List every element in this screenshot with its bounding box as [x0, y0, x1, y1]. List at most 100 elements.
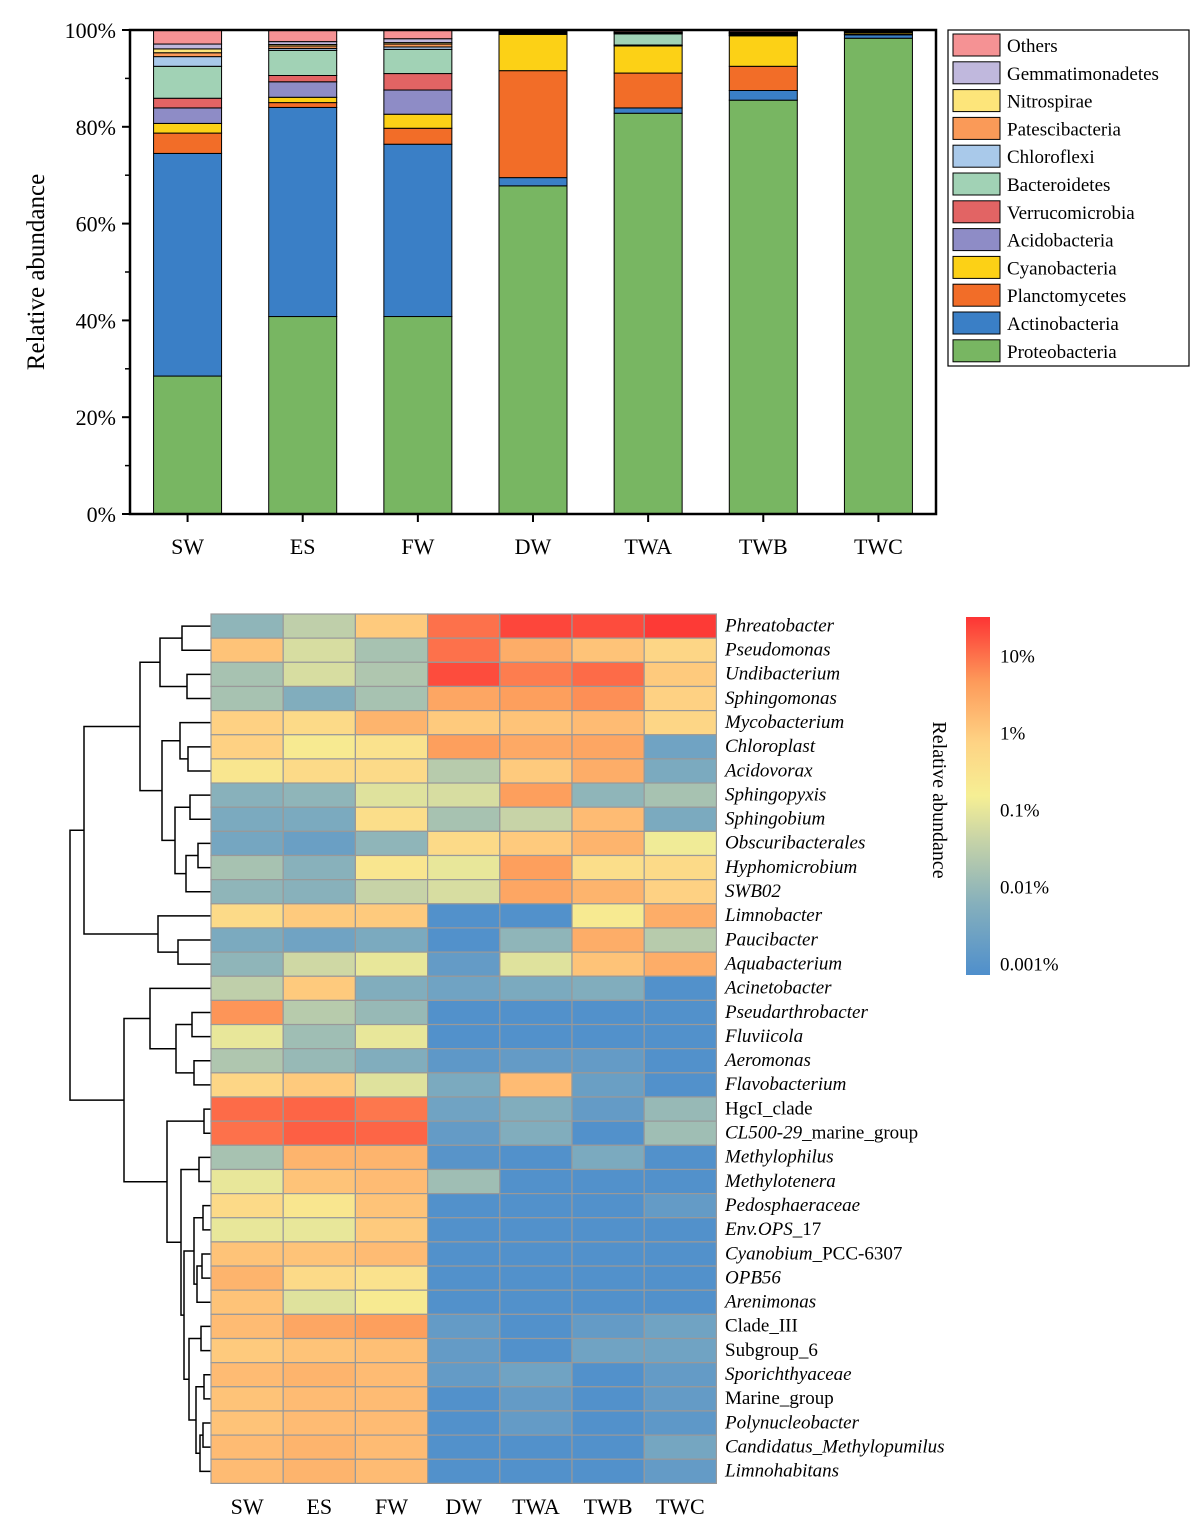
- heatmap-cell-sporichthyaceae-dw: [427, 1362, 501, 1388]
- row-label-phreatobacter: Phreatobacter: [724, 615, 835, 636]
- heatmap-cell-acidovorax-twb: [571, 758, 645, 784]
- bar-segment-twa-planctomycetes: [613, 72, 683, 109]
- heatmap-cell-paucibacter-twb: [571, 927, 645, 953]
- heatmap-cell-acinetobacter-sw: [210, 975, 284, 1001]
- heatmap-cell-sporichthyaceae-twc: [643, 1362, 718, 1388]
- bar-segment-dw-actinobacteria: [498, 177, 568, 187]
- heatmap-cell-chloroplast-fw: [354, 734, 429, 760]
- heatmap-cell-pseudarthrobacter-twb: [571, 999, 645, 1026]
- dendrogram-branch-n16: [200, 1325, 211, 1352]
- heatmap-cell-methylophilus-twa: [499, 1144, 573, 1171]
- heatmap-cell-sphingobium-twb: [571, 806, 645, 832]
- legend-label-cyanobacteria: Cyanobacteria: [1007, 258, 1117, 279]
- heatmap-cell-methylophilus-sw: [210, 1144, 284, 1171]
- heatmap-cell-swb02-twc: [643, 879, 718, 905]
- dendrogram-branch-n1: [186, 673, 211, 700]
- heatmap-cell-marine-group-twb: [571, 1386, 645, 1412]
- heatmap-cell-phreatobacter-fw: [354, 613, 429, 639]
- heatmap-cell-sphingomonas-twa: [499, 685, 573, 712]
- dendrogram-branch-n25: [188, 1337, 201, 1421]
- heatmap-cell-mycobacterium-twa: [499, 709, 573, 736]
- row-label-pseudomonas: Pseudomonas: [724, 640, 831, 661]
- heatmap-cell-marine-group-sw: [210, 1386, 284, 1412]
- heatmap-cell-phreatobacter-twb: [571, 613, 645, 639]
- bar-segment-twb-cyanobacteria: [728, 35, 798, 67]
- heatmap-cell-undibacterium-sw: [210, 661, 284, 688]
- row-label-limnohabitans: Limnohabitans: [724, 1461, 839, 1482]
- colorbar-gradient: [966, 617, 990, 975]
- heatmap-cell-polynucleobacter-fw: [354, 1410, 429, 1436]
- heatmap-cell-candidatus-methylopumilus-twa: [499, 1434, 573, 1460]
- row-label-cl500-29-marine-group: CL500-29_marine_group: [725, 1123, 918, 1144]
- row-label-swb02: SWB02: [725, 881, 781, 902]
- legend-swatch-nitrospirae: [952, 89, 1001, 113]
- heatmap-cell-pedosphaeraceae-sw: [210, 1192, 284, 1219]
- heatmap-cell-swb02-fw: [354, 879, 429, 905]
- bar-segment-dw-cyanobacteria: [498, 33, 568, 72]
- dendrogram-branch-n21: [203, 1373, 211, 1400]
- row-label-hgci-clade: HgcI_clade: [725, 1098, 813, 1119]
- legend-swatch-gemmatimonadetes: [952, 61, 1001, 85]
- bar-segment-es-others: [268, 29, 338, 43]
- heatmap-cell-cyanobium-pcc-6307-es: [282, 1241, 357, 1267]
- heatmap-cell-pseudomonas-twc: [643, 637, 718, 663]
- x-tick-label-dw: DW: [515, 534, 552, 559]
- heatmap-cell-acidovorax-dw: [427, 758, 501, 784]
- legend-label-actinobacteria: Actinobacteria: [1007, 314, 1119, 335]
- heatmap-cell-polynucleobacter-es: [282, 1410, 357, 1436]
- heatmap-cell-cyanobium-pcc-6307-twa: [499, 1241, 573, 1267]
- heatmap-cell-sphingomonas-twb: [571, 685, 645, 712]
- heatmap-cell-sphingopyxis-dw: [427, 782, 501, 808]
- heatmap-cell-cl500-29-marine-group-fw: [354, 1120, 429, 1146]
- colorbar-tick-0-001: 0.001%: [1000, 954, 1059, 975]
- heatmap-cell-obscuribacterales-fw: [354, 830, 429, 857]
- bar-segment-sw-acidobacteria: [153, 107, 223, 124]
- heatmap-cell-fluviicola-twa: [499, 1023, 573, 1050]
- heatmap-cell-acinetobacter-dw: [427, 975, 501, 1001]
- heatmap-cell-acidovorax-twc: [643, 758, 718, 784]
- x-tick-label-es: ES: [290, 534, 316, 559]
- heatmap-cell-limnobacter-twb: [571, 903, 645, 929]
- heatmap-cell-phreatobacter-twa: [499, 613, 573, 639]
- legend-label-verrucomicrobia: Verrucomicrobia: [1007, 203, 1135, 224]
- heatmap-cell-limnohabitans-dw: [427, 1458, 501, 1484]
- heatmap-cell-aquabacterium-es: [282, 951, 357, 977]
- bar-y-axis-title: Relative abundance: [23, 174, 50, 370]
- legend-label-bacteroidetes: Bacteroidetes: [1007, 175, 1110, 196]
- heatmap-cell-obscuribacterales-sw: [210, 830, 284, 857]
- heatmap-cell-phreatobacter-sw: [210, 613, 284, 639]
- heatmap-cell-chloroplast-twa: [499, 734, 573, 760]
- heatmap-cell-acidovorax-sw: [210, 758, 284, 784]
- bar-segment-sw-verrucomicrobia: [153, 97, 223, 109]
- heatmap-cell-flavobacterium-fw: [354, 1072, 429, 1098]
- heatmap-cell-pseudomonas-twa: [499, 637, 573, 663]
- dendrogram-branch-lower: [123, 1017, 167, 1183]
- bar-segment-twc-proteobacteria: [843, 37, 913, 515]
- heatmap-cell-acinetobacter-twc: [643, 975, 718, 1001]
- heatmap-cell-obscuribacterales-dw: [427, 830, 501, 857]
- heatmap-cell-pseudarthrobacter-sw: [210, 999, 284, 1026]
- heatmap-cell-cl500-29-marine-group-sw: [210, 1120, 284, 1146]
- heatmap-cell-mycobacterium-es: [282, 709, 357, 736]
- legend-label-proteobacteria: Proteobacteria: [1007, 342, 1117, 363]
- heatmap-cell-marine-group-es: [282, 1386, 357, 1412]
- legend-label-chloroflexi: Chloroflexi: [1007, 147, 1095, 168]
- heatmap-row-labels: Phreatobacter Pseudomonas Undibacterium Sph…: [723, 615, 945, 1481]
- bar-segment-fw-others: [383, 29, 453, 40]
- heatmap-cell-opb56-es: [282, 1265, 357, 1291]
- heatmap-cell-obscuribacterales-twa: [499, 830, 573, 857]
- legend-swatch-proteobacteria: [952, 339, 1001, 363]
- heatmap-cell-candidatus-methylopumilus-twb: [571, 1434, 645, 1460]
- bar-segment-sw-bacteroidetes: [153, 65, 223, 99]
- heatmap-cell-fluviicola-dw: [427, 1023, 501, 1050]
- heatmap-cell-sphingopyxis-es: [282, 782, 357, 808]
- row-dendrogram: [69, 625, 211, 1473]
- bar-segment-twa-actinobacteria: [613, 107, 683, 114]
- legend-label-nitrospirae: Nitrospirae: [1007, 92, 1092, 113]
- heatmap-cell-candidatus-methylopumilus-es: [282, 1434, 357, 1460]
- heatmap-cell-aquabacterium-twb: [571, 951, 645, 977]
- colorbar: 0.001% 0.01% 0.1% 1% 10% Relative abundance: [928, 617, 1059, 975]
- heatmap-cell-cl500-29-marine-group-twa: [499, 1120, 573, 1146]
- heatmap-cell-sporichthyaceae-fw: [354, 1362, 429, 1388]
